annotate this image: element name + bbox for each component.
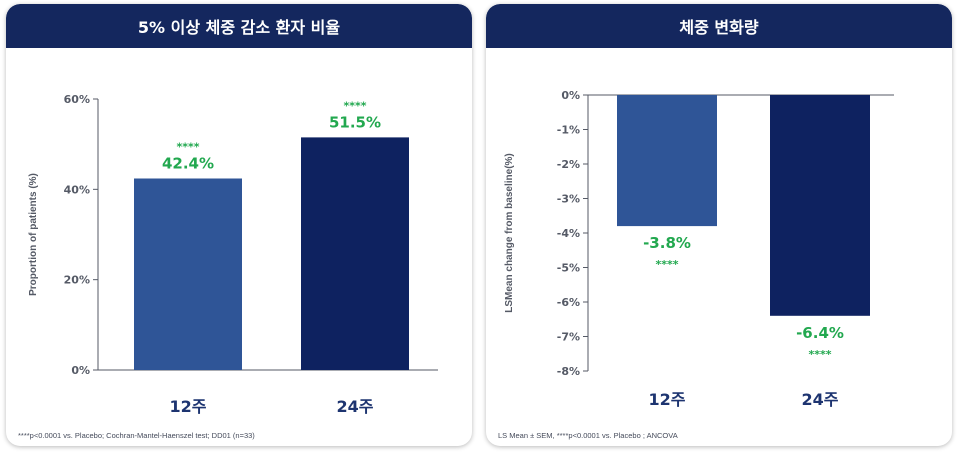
right-panel-header: 체중 변화량 bbox=[486, 4, 952, 48]
y-tick-label: -8% bbox=[557, 365, 580, 378]
category-label: 24주 bbox=[337, 397, 374, 416]
left-panel-header: 5% 이상 체중 감소 환자 비율 bbox=[6, 4, 472, 48]
value-label: -6.4% bbox=[796, 324, 844, 342]
significance-label: **** bbox=[655, 258, 678, 271]
y-tick-label: 60% bbox=[64, 93, 90, 106]
bar-2 bbox=[770, 95, 870, 316]
y-tick-label: -4% bbox=[557, 227, 580, 240]
value-label: 51.5% bbox=[329, 113, 381, 131]
y-tick-label: -7% bbox=[557, 331, 580, 344]
y-tick-label: -3% bbox=[557, 193, 580, 206]
y-axis-title: Proportion of patients (%) bbox=[28, 173, 39, 296]
y-tick-label: 0% bbox=[561, 89, 580, 102]
y-axis-title: LSMean change from baseline(%) bbox=[504, 153, 515, 312]
y-tick-label: -1% bbox=[557, 124, 580, 137]
right-bar-chart: 0% -1% -2% -3% -4% -5% -6% -7% -8% LSMean change … bbox=[504, 89, 894, 409]
right-chart-panel: 체중 변화량 0% -1% -2% -3% -4% -5% -6% -7% -8% LSMean … bbox=[486, 4, 952, 446]
bar-1 bbox=[617, 95, 717, 227]
right-footnote: LS Mean ± SEM, ****p<0.0001 vs. Placebo … bbox=[498, 431, 678, 440]
left-chart-panel: 5% 이상 체중 감소 환자 비율 0% 20% 40% 60% Proportion … bbox=[6, 4, 472, 446]
bar-1 bbox=[134, 178, 242, 370]
significance-label: **** bbox=[176, 140, 199, 153]
y-tick-label: -5% bbox=[557, 262, 580, 275]
value-label: -3.8% bbox=[643, 234, 691, 252]
category-label: 24주 bbox=[802, 390, 839, 409]
value-label: 42.4% bbox=[162, 154, 214, 172]
category-label: 12주 bbox=[170, 397, 207, 416]
significance-label: **** bbox=[808, 348, 831, 361]
y-tick-label: -2% bbox=[557, 158, 580, 171]
y-tick-label: 0% bbox=[71, 364, 90, 377]
left-bar-chart: 0% 20% 40% 60% Proportion of patients (%) 42.… bbox=[28, 93, 438, 416]
y-tick-label: 20% bbox=[64, 274, 90, 287]
significance-label: **** bbox=[343, 99, 366, 112]
category-label: 12주 bbox=[649, 390, 686, 409]
y-tick-label: 40% bbox=[64, 183, 90, 196]
bar-2 bbox=[301, 137, 409, 370]
y-tick-label: -6% bbox=[557, 296, 580, 309]
left-footnote: ****p<0.0001 vs. Placebo; Cochran-Mantel… bbox=[18, 431, 255, 440]
